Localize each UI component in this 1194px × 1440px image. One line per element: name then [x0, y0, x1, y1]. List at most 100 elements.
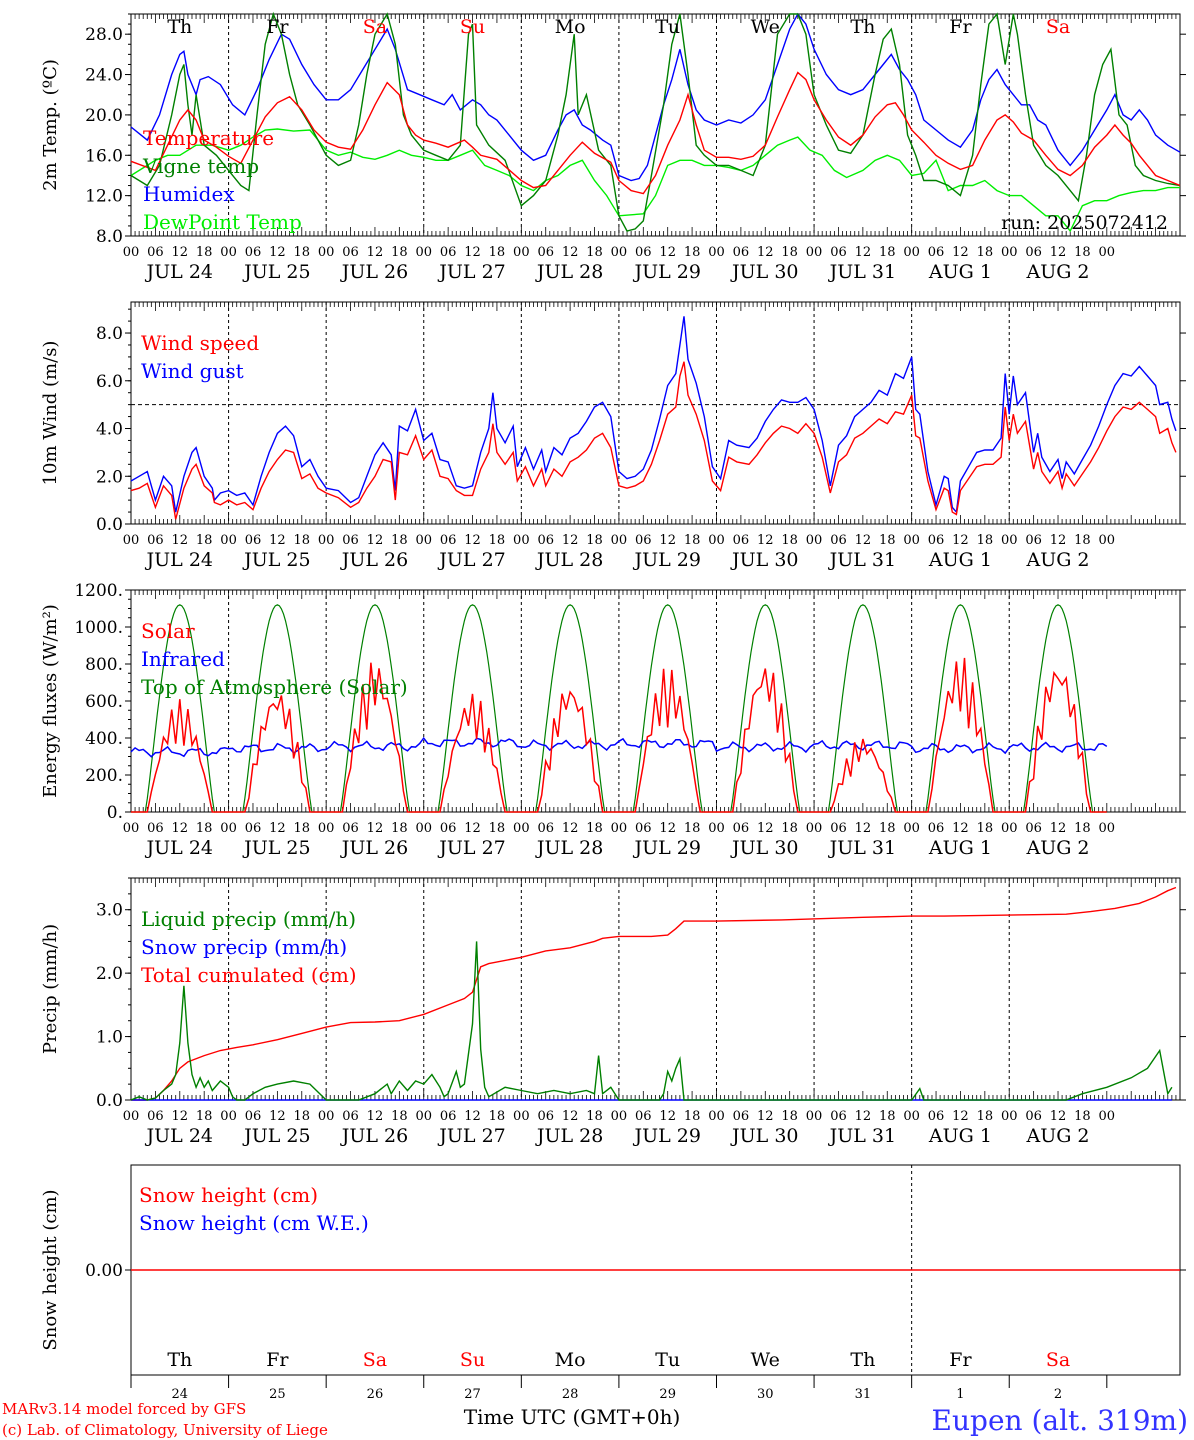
y-tick-label: 0. [107, 803, 123, 823]
date-label: JUL 30 [730, 837, 798, 859]
legend-entry: Wind gust [141, 359, 244, 383]
hour-tick-label: 06 [245, 821, 262, 836]
hour-tick-label: 00 [806, 533, 823, 548]
hour-tick-label: 06 [928, 1109, 945, 1124]
hour-tick-label: 12 [562, 245, 579, 260]
hour-tick-label: 12 [757, 821, 774, 836]
hour-tick-label: 06 [1025, 821, 1042, 836]
legend-entry: Snow height (cm) [139, 1183, 318, 1207]
hour-tick-label: 18 [391, 821, 408, 836]
y-tick-label: 0.0 [96, 1091, 123, 1111]
hour-tick-label: 12 [1050, 533, 1067, 548]
date-label: JUL 30 [730, 261, 798, 283]
hour-tick-label: 18 [1074, 1109, 1091, 1124]
hour-tick-label: 00 [1001, 533, 1018, 548]
hour-tick-label: 00 [123, 821, 140, 836]
series-line [130, 361, 1177, 520]
hour-tick-label: 18 [489, 821, 506, 836]
date-label: JUL 30 [730, 549, 798, 571]
hour-tick-label: 18 [489, 1109, 506, 1124]
date-label: JUL 29 [632, 261, 700, 283]
hour-tick-label: 18 [1074, 821, 1091, 836]
date-label: AUG 1 [928, 261, 992, 283]
weekday-label-bottom: Mo [555, 1349, 586, 1371]
hour-tick-label: 12 [952, 533, 969, 548]
hour-tick-label: 00 [513, 821, 530, 836]
legend-entry: Vigne temp [142, 154, 259, 178]
hour-tick-label: 12 [172, 1109, 189, 1124]
hour-tick-label: 06 [245, 245, 262, 260]
hour-tick-label: 00 [1099, 533, 1116, 548]
hour-tick-label: 06 [147, 821, 164, 836]
date-label: JUL 25 [242, 261, 310, 283]
y-tick-label: 0.00 [85, 1261, 123, 1281]
weekday-label: Mo [555, 16, 586, 38]
hour-tick-label: 00 [220, 245, 237, 260]
hour-tick-label: 06 [440, 245, 457, 260]
hour-tick-label: 00 [1001, 245, 1018, 260]
legend-entry: Total cumulated (cm) [141, 963, 357, 987]
hour-tick-label: 00 [513, 245, 530, 260]
day-number-label: 26 [367, 1387, 384, 1402]
hour-tick-label: 12 [367, 1109, 384, 1124]
y-tick-label: 800. [85, 655, 123, 675]
date-label: JUL 28 [535, 261, 603, 283]
x-axis-label: Time UTC (GMT+0h) [464, 1405, 681, 1429]
hour-tick-label: 06 [537, 533, 554, 548]
date-label: JUL 25 [242, 837, 310, 859]
hour-tick-label: 12 [855, 245, 872, 260]
hour-tick-label: 18 [293, 245, 310, 260]
hour-tick-label: 06 [635, 1109, 652, 1124]
hour-tick-label: 00 [806, 1109, 823, 1124]
date-label: JUL 29 [632, 1125, 700, 1147]
hour-tick-label: 12 [1050, 821, 1067, 836]
day-number-label: 25 [269, 1387, 286, 1402]
weekday-label: Sa [1046, 16, 1070, 38]
panel-snow: 0.00 Snow height (cm) Snow height (cm) Snow… [40, 1164, 1186, 1376]
hour-tick-label: 12 [659, 245, 676, 260]
hour-tick-label: 12 [367, 533, 384, 548]
hour-tick-label: 06 [440, 533, 457, 548]
legend-entry: Snow precip (mm/h) [141, 935, 347, 959]
hour-tick-label: 00 [123, 533, 140, 548]
hour-tick-label: 18 [489, 533, 506, 548]
legend-entry: Liquid precip (mm/h) [141, 907, 356, 931]
y-tick-label: 1000. [74, 618, 123, 638]
hour-tick-label: 12 [1050, 1109, 1067, 1124]
date-label: JUL 27 [437, 837, 505, 859]
date-label: AUG 1 [928, 837, 992, 859]
hour-tick-label: 18 [586, 1109, 603, 1124]
hour-tick-label: 12 [562, 1109, 579, 1124]
hour-tick-label: 00 [611, 1109, 628, 1124]
series-line [130, 11, 1181, 232]
date-label: JUL 26 [340, 549, 408, 571]
date-label: JUL 31 [828, 261, 896, 283]
hour-tick-label: 00 [1099, 821, 1116, 836]
hour-tick-label: 00 [513, 1109, 530, 1124]
hour-tick-label: 06 [147, 1109, 164, 1124]
day-number-label: 31 [855, 1387, 872, 1402]
date-label: JUL 28 [535, 549, 603, 571]
date-label: JUL 26 [340, 261, 408, 283]
hour-tick-label: 00 [415, 821, 432, 836]
plot-frame [130, 301, 1181, 525]
hour-tick-label: 18 [781, 821, 798, 836]
hour-tick-label: 18 [684, 1109, 701, 1124]
y-tick-label: 0.0 [96, 515, 123, 535]
date-label: JUL 28 [535, 1125, 603, 1147]
hour-tick-label: 00 [415, 245, 432, 260]
hour-tick-label: 18 [879, 245, 896, 260]
y-tick-label: 3.0 [96, 901, 123, 921]
hour-tick-label: 18 [684, 821, 701, 836]
hour-tick-label: 06 [830, 245, 847, 260]
hour-tick-label: 12 [952, 1109, 969, 1124]
hour-tick-label: 00 [611, 533, 628, 548]
hour-tick-label: 00 [806, 821, 823, 836]
hour-tick-label: 18 [293, 821, 310, 836]
hour-tick-label: 06 [830, 1109, 847, 1124]
y-tick-label: 28.0 [85, 25, 123, 45]
hour-tick-label: 00 [1099, 1109, 1116, 1124]
weekday-label: Fr [949, 16, 972, 38]
hour-tick-label: 06 [928, 533, 945, 548]
y-tick-label: 1200. [74, 581, 123, 601]
